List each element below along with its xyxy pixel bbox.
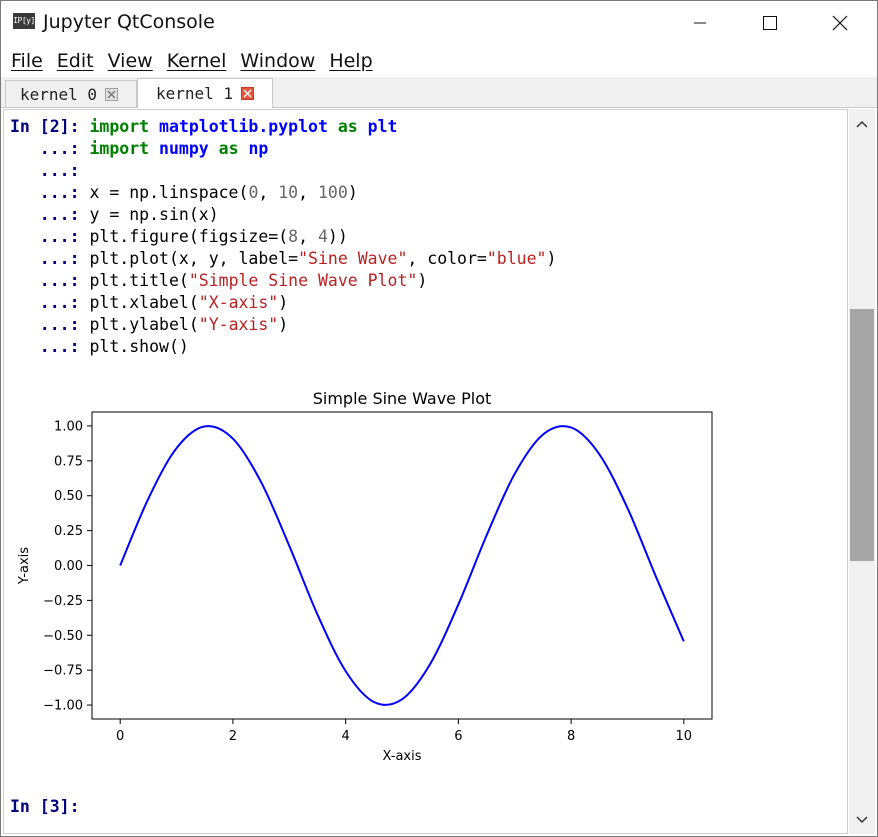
continuation-prompt: ...: [10, 183, 90, 202]
continuation-prompt: ...: [10, 227, 90, 246]
sine-wave-line [119, 425, 685, 706]
continuation-prompt: ...: [10, 161, 90, 180]
y-tick-label: −0.25 [43, 594, 83, 609]
y-tick-label: −0.50 [43, 629, 83, 644]
tab-close-icon[interactable] [241, 87, 255, 100]
code-line: ...: x = np.linspace(0, 10, 100) [10, 183, 358, 202]
tab-bar: kernel 0 kernel 1 [1, 77, 877, 108]
close-button[interactable] [805, 1, 875, 45]
chevron-down-icon [856, 816, 868, 824]
continuation-prompt: ...: [10, 315, 90, 334]
scroll-up-button[interactable] [849, 111, 875, 137]
minimize-icon [694, 22, 706, 24]
code-line: ...: import numpy as np [10, 139, 269, 158]
menu-edit[interactable]: Edit [56, 50, 94, 72]
continuation-prompt: ...: [10, 249, 90, 268]
y-tick-label: −1.00 [43, 699, 83, 714]
minimize-button[interactable] [665, 1, 735, 45]
next-input-prompt[interactable]: In [3]: [10, 797, 80, 816]
code-line: ...: plt.xlabel("X-axis") [10, 293, 289, 312]
tab-kernel-0[interactable]: kernel 0 [5, 80, 137, 107]
menu-file[interactable]: File [11, 50, 43, 72]
menu-bar: File Edit View Kernel Window Help [1, 45, 877, 77]
tab-kernel-1[interactable]: kernel 1 [137, 78, 273, 108]
close-icon [832, 15, 848, 31]
title-bar: IP[y] Jupyter QtConsole [1, 1, 877, 45]
code-line: ...: plt.title("Simple Sine Wave Plot") [10, 271, 428, 290]
code-line: ...: plt.show() [10, 337, 189, 356]
y-tick-label: 0.25 [54, 524, 83, 539]
y-tick-label: 1.00 [54, 419, 83, 434]
ipython-icon: IP[y] [13, 13, 35, 29]
tab-close-icon[interactable] [105, 87, 119, 101]
scrollbar-thumb[interactable] [850, 309, 874, 561]
x-tick-label: 0 [116, 729, 124, 744]
sine-wave-plot: Simple Sine Wave Plot 0 2 4 6 8 10 1.00 0.75 0.50… [17, 389, 713, 764]
continuation-prompt: ...: [10, 293, 90, 312]
window-title: Jupyter QtConsole [43, 11, 215, 33]
continuation-prompt: ...: [10, 205, 90, 224]
y-tick-label: −0.75 [43, 664, 83, 679]
y-tick-label: 0.50 [54, 489, 83, 504]
menu-kernel[interactable]: Kernel [166, 50, 227, 72]
tab-label: kernel 1 [156, 84, 234, 103]
chart-title: Simple Sine Wave Plot [313, 389, 492, 408]
vertical-scrollbar[interactable] [849, 109, 875, 834]
tab-label: kernel 0 [20, 84, 98, 104]
y-tick-label: 0.00 [54, 559, 83, 574]
x-tick-label: 4 [341, 729, 349, 744]
continuation-prompt: ...: [10, 271, 90, 290]
plot-area-frame [91, 411, 713, 720]
console-output[interactable]: In [2]: import matplotlib.pyplot as plt … [3, 109, 848, 834]
maximize-button[interactable] [735, 1, 805, 45]
continuation-prompt: ...: [10, 337, 90, 356]
y-tick-label: 0.75 [54, 454, 83, 469]
code-line: ...: plt.ylabel("Y-axis") [10, 315, 289, 334]
code-line: In [2]: import matplotlib.pyplot as plt [10, 117, 398, 136]
code-line: ...: plt.plot(x, y, label="Sine Wave", c… [10, 249, 557, 268]
x-tick-label: 10 [676, 729, 693, 744]
maximize-icon [763, 16, 777, 30]
menu-help[interactable]: Help [329, 50, 373, 72]
scroll-down-button[interactable] [849, 807, 875, 833]
x-axis-label: X-axis [383, 749, 422, 764]
chevron-up-icon [856, 120, 868, 128]
menu-window[interactable]: Window [240, 50, 316, 72]
continuation-prompt: ...: [10, 139, 90, 158]
menu-view[interactable]: View [107, 50, 153, 72]
code-line: ...: plt.figure(figsize=(8, 4)) [10, 227, 348, 246]
input-prompt: In [2]: [10, 117, 90, 136]
x-tick-label: 6 [454, 729, 462, 744]
code-cell[interactable]: In [2]: import matplotlib.pyplot as plt … [10, 116, 556, 358]
x-tick-label: 2 [229, 729, 237, 744]
code-line: ...: [10, 160, 556, 182]
x-tick-label: 8 [567, 729, 575, 744]
y-axis-label: Y-axis [17, 547, 32, 585]
code-line: ...: y = np.sin(x) [10, 205, 219, 224]
